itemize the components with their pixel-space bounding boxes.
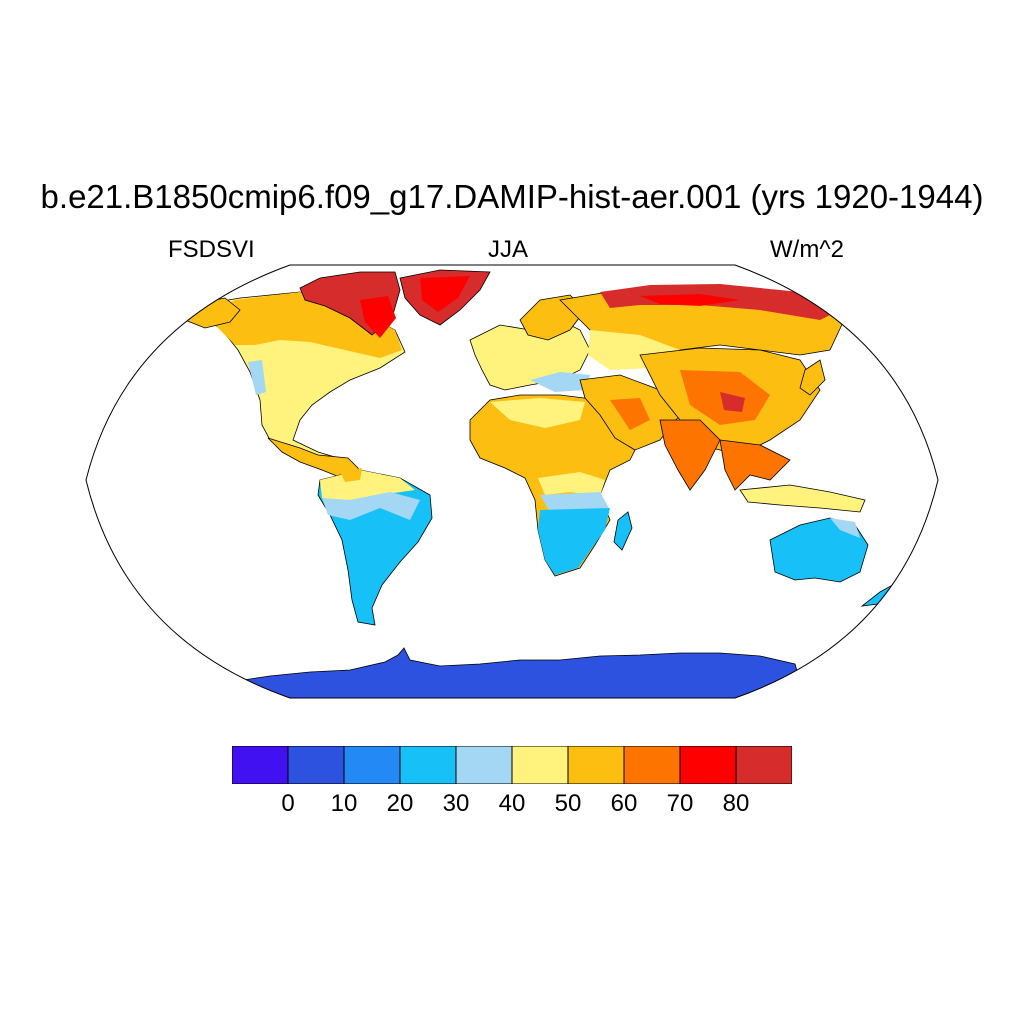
colorbar	[232, 746, 792, 784]
colorbar-tick-label: 20	[386, 790, 414, 817]
colorbar-box	[232, 746, 289, 784]
colorbar-tick-label: 30	[442, 790, 470, 817]
map-boundary	[85, 264, 939, 699]
region-japan	[799, 359, 826, 396]
colorbar-box	[287, 746, 345, 784]
colorbar-box	[567, 746, 625, 784]
colorbar-box	[399, 746, 457, 784]
colorbar-box	[511, 746, 569, 784]
region-antarctica	[229, 647, 806, 698]
colorbar-box	[623, 746, 681, 784]
colorbar-box	[455, 746, 513, 784]
region-indonesia	[739, 484, 866, 513]
colorbar-tick-label: 50	[554, 790, 582, 817]
colorbar-tick-label: 0	[281, 790, 295, 817]
region-australia	[769, 517, 869, 583]
region-new-zealand	[860, 577, 906, 607]
region-us-west	[248, 360, 266, 395]
season-label: JJA	[488, 236, 529, 263]
region-india	[659, 419, 721, 491]
colorbar-tick-label: 60	[610, 790, 638, 817]
region-southeast-asia	[719, 439, 791, 491]
colorbar-box	[343, 746, 401, 784]
colorbar-tick-label: 40	[498, 790, 526, 817]
units-label: W/m^2	[770, 236, 844, 263]
colorbar-box	[735, 746, 792, 784]
variable-label: FSDSVI	[168, 236, 255, 263]
colorbar-tick-label: 80	[722, 790, 750, 817]
region-canada	[205, 292, 402, 358]
colorbar-tick-label: 70	[666, 790, 694, 817]
colorbar-box	[679, 746, 737, 784]
region-madagascar	[613, 511, 633, 551]
plot-title: b.e21.B1850cmip6.f09_g17.DAMIP-hist-aer.…	[40, 178, 984, 215]
colorbar-tick-label: 10	[330, 790, 358, 817]
